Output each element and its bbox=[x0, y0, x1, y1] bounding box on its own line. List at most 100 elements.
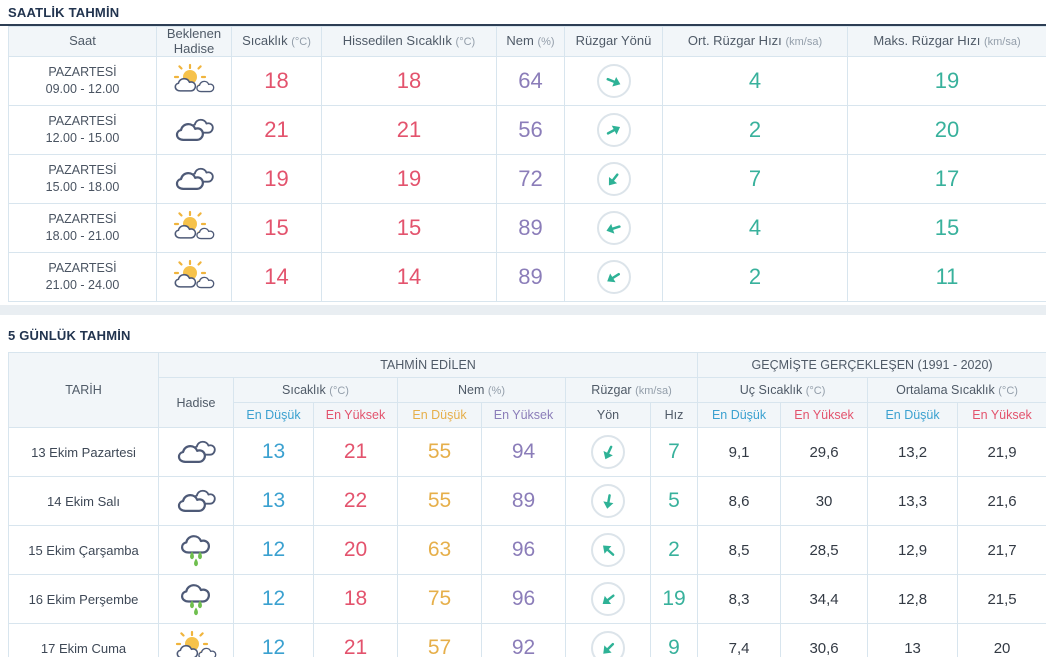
wind-direction-icon bbox=[596, 113, 631, 148]
extreme-max-value: 28,5 bbox=[780, 525, 869, 576]
time-range-label: 12.00 - 15.00 bbox=[45, 131, 120, 146]
date-cell: 16 Ekim Perşembe bbox=[8, 574, 159, 625]
humidity-value: 56 bbox=[496, 105, 565, 156]
temp-max-value: 18 bbox=[313, 574, 398, 625]
col-header-sicaklik-group: Sıcaklık (°C) bbox=[233, 377, 398, 404]
temp-max-value: 20 bbox=[313, 525, 398, 576]
daily-section-header: 5 GÜNLÜK TAHMİN bbox=[0, 315, 1046, 352]
col-header-unit: (°C) bbox=[291, 36, 311, 49]
wind-direction-cell bbox=[565, 427, 651, 478]
col-header-hadise: Hadise bbox=[158, 377, 234, 429]
col-header-gecmiste: GEÇMİŞTE GERÇEKLEŞEN (1991 - 2020) bbox=[697, 352, 1046, 379]
col-header-temp-min: En Düşük bbox=[233, 402, 314, 429]
avg-wind-speed-value: 2 bbox=[662, 252, 848, 303]
hourly-table-body: PAZARTESİ 09.00 - 12.00 18 18 64 bbox=[8, 56, 1046, 303]
daily-table-head: TARİH TAHMİN EDİLEN GEÇMİŞTE GERÇEKLEŞEN… bbox=[8, 352, 1046, 429]
average-min-value: 13 bbox=[867, 623, 959, 657]
max-wind-speed-value: 15 bbox=[847, 203, 1046, 254]
time-range-label: 18.00 - 21.00 bbox=[45, 229, 120, 244]
date-cell: 14 Ekim Salı bbox=[8, 476, 159, 527]
date-cell: 17 Ekim Cuma bbox=[8, 623, 159, 657]
col-header-unit: (%) bbox=[537, 36, 555, 49]
humidity-min-value: 55 bbox=[397, 476, 482, 527]
col-header-label: Beklenen Hadise bbox=[166, 26, 222, 56]
wind-speed-value: 7 bbox=[649, 427, 699, 478]
day-label: PAZARTESİ bbox=[48, 113, 117, 128]
col-header-label: Uç Sıcaklık bbox=[739, 382, 803, 397]
wind-direction-cell bbox=[565, 476, 651, 527]
weather-condition-cell bbox=[158, 623, 234, 657]
col-header-label: Maks. Rüzgar Hızı bbox=[873, 33, 981, 49]
temperature-value: 21 bbox=[231, 105, 322, 156]
weather-condition-icon bbox=[160, 581, 233, 617]
daily-row: 13 Ekim Pazartesi 13 21 55 94 7 9,1 29,6… bbox=[8, 427, 1046, 478]
average-max-value: 21,5 bbox=[957, 574, 1046, 625]
daily-section-title: 5 GÜNLÜK TAHMİN bbox=[8, 328, 131, 344]
weather-condition-icon bbox=[158, 161, 231, 197]
col-header-yon: Yön bbox=[565, 402, 651, 429]
col-header-label: Rüzgar Yönü bbox=[575, 33, 652, 49]
max-wind-speed-value: 11 bbox=[847, 252, 1046, 303]
col-header-ruzgar-group: Rüzgar (km/sa) bbox=[564, 377, 699, 404]
col-header-unit: (km/sa) bbox=[983, 36, 1021, 49]
wind-direction-icon bbox=[596, 211, 631, 246]
temperature-value: 14 bbox=[231, 252, 322, 303]
weather-condition-cell bbox=[156, 105, 232, 156]
col-header-tahmin-edilen: TAHMİN EDİLEN bbox=[157, 352, 699, 379]
col-header-nem-group: Nem (%) bbox=[397, 377, 566, 404]
col-header-temp-max: En Yüksek bbox=[313, 402, 398, 429]
extreme-min-value: 8,3 bbox=[697, 574, 782, 625]
extreme-max-value: 34,4 bbox=[780, 574, 869, 625]
weather-condition-icon bbox=[158, 63, 231, 99]
col-header-label: Nem bbox=[458, 382, 485, 397]
hourly-row: PAZARTESİ 18.00 - 21.00 15 15 89 bbox=[8, 203, 1046, 254]
average-min-value: 12,8 bbox=[867, 574, 959, 625]
extreme-max-value: 30 bbox=[780, 476, 869, 527]
col-header-unit: (°C) bbox=[455, 36, 476, 49]
weather-condition-icon bbox=[158, 112, 231, 148]
temp-min-value: 12 bbox=[233, 525, 314, 576]
wind-direction-icon bbox=[591, 582, 625, 617]
col-header-unit: (km/sa) bbox=[635, 384, 672, 397]
weather-condition-cell bbox=[158, 525, 234, 576]
average-max-value: 21,6 bbox=[957, 476, 1046, 527]
hourly-forecast-table: Saat Beklenen Hadise Sıcaklık (°C) Hisse… bbox=[8, 25, 1046, 303]
wind-direction-icon bbox=[591, 533, 625, 568]
weather-condition-cell bbox=[156, 56, 232, 107]
col-header-label: Sıcaklık bbox=[282, 382, 326, 397]
max-wind-speed-value: 19 bbox=[847, 56, 1046, 107]
daily-header-row-3: En Düşük En Yüksek En Düşük En Yüksek Yö… bbox=[9, 402, 1046, 429]
col-header-label: Ortalama Sıcaklık bbox=[896, 382, 995, 397]
col-header-label: Sıcaklık bbox=[242, 33, 288, 49]
wind-direction-cell bbox=[564, 252, 663, 303]
hourly-row: PAZARTESİ 12.00 - 15.00 21 21 56 2 20 bbox=[8, 105, 1046, 156]
col-header-ortalama-group: Ortalama Sıcaklık (°C) bbox=[867, 377, 1046, 404]
humidity-value: 89 bbox=[496, 252, 565, 303]
extreme-max-value: 30,6 bbox=[780, 623, 869, 657]
daily-header-row-1: TARİH TAHMİN EDİLEN GEÇMİŞTE GERÇEKLEŞEN… bbox=[8, 352, 1046, 429]
weather-condition-cell bbox=[156, 154, 232, 205]
time-range-cell: PAZARTESİ 21.00 - 24.00 bbox=[8, 252, 157, 303]
temp-min-value: 12 bbox=[233, 623, 314, 657]
wind-direction-cell bbox=[564, 56, 663, 107]
avg-wind-speed-value: 4 bbox=[662, 203, 848, 254]
time-range-cell: PAZARTESİ 12.00 - 15.00 bbox=[8, 105, 157, 156]
humidity-min-value: 57 bbox=[397, 623, 482, 657]
feels-like-value: 15 bbox=[321, 203, 497, 254]
temp-min-value: 12 bbox=[233, 574, 314, 625]
col-header-unit: (°C) bbox=[805, 384, 826, 397]
time-range-label: 15.00 - 18.00 bbox=[45, 180, 120, 195]
col-header-unit: (km/sa) bbox=[785, 36, 823, 49]
extreme-min-value: 9,1 bbox=[697, 427, 782, 478]
humidity-max-value: 94 bbox=[481, 427, 566, 478]
col-header-label: Ort. Rüzgar Hızı bbox=[687, 33, 782, 49]
extreme-min-value: 8,6 bbox=[697, 476, 782, 527]
hourly-row: PAZARTESİ 15.00 - 18.00 19 19 72 7 17 bbox=[8, 154, 1046, 205]
humidity-value: 72 bbox=[496, 154, 565, 205]
weather-condition-icon bbox=[158, 210, 231, 246]
weather-condition-icon bbox=[160, 532, 233, 568]
time-range-cell: PAZARTESİ 09.00 - 12.00 bbox=[8, 56, 157, 107]
average-max-value: 21,7 bbox=[957, 525, 1046, 576]
humidity-max-value: 89 bbox=[481, 476, 566, 527]
